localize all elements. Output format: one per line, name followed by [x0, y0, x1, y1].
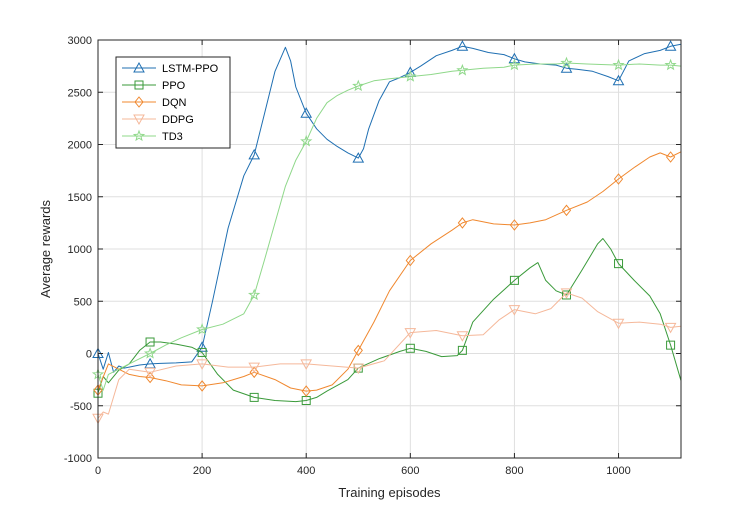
- data-point-ddpg: [196, 359, 208, 370]
- legend-label: LSTM-PPO: [162, 63, 219, 75]
- legend-item-dqn: DQN: [122, 96, 187, 109]
- legend-marker: [132, 129, 146, 142]
- legend-label: DDPG: [162, 114, 194, 126]
- data-point-ddpg: [144, 367, 156, 379]
- data-point-ddpg: [456, 331, 469, 342]
- data-point-td3: [352, 79, 365, 92]
- y-tick-label: 0: [86, 349, 92, 361]
- data-point-dqn: [509, 219, 520, 231]
- data-point-dqn: [457, 217, 468, 229]
- data-point-lstm-ppo: [664, 40, 677, 51]
- data-point-ppo: [249, 392, 259, 402]
- series-line-dqn: [97, 151, 682, 392]
- legend-marker: [134, 80, 144, 90]
- data-point-ppo: [457, 345, 467, 355]
- axis-ticks: 0 200 400 600 800 1000 -1000 -500 0 500 1000 1500 20…: [64, 35, 681, 477]
- data-point-td3: [196, 323, 209, 335]
- x-axis-title: Training episodes: [338, 485, 441, 500]
- data-point-dqn: [613, 173, 624, 185]
- series-line-td3: [97, 62, 682, 391]
- y-tick-label: 500: [74, 296, 92, 308]
- series-td3: [91, 56, 682, 391]
- data-point-ddpg: [300, 359, 313, 370]
- data-point-ppo: [197, 347, 207, 357]
- x-tick-label: 1000: [606, 465, 630, 477]
- data-point-ppo: [509, 275, 519, 285]
- series-ddpg: [92, 288, 682, 425]
- data-point-td3: [300, 134, 313, 147]
- legend-label: PPO: [162, 80, 186, 92]
- data-point-dqn: [665, 151, 676, 163]
- y-tick-label: 1500: [68, 192, 92, 204]
- data-point-dqn: [197, 380, 207, 392]
- data-point-dqn: [301, 385, 311, 397]
- legend-item-td3: TD3: [122, 129, 183, 143]
- y-tick-label: -500: [70, 401, 92, 413]
- data-point-td3: [143, 347, 157, 359]
- data-point-ddpg: [352, 363, 365, 375]
- data-point-td3: [612, 58, 625, 71]
- series-line-ppo: [97, 238, 682, 403]
- series-dqn: [93, 151, 682, 397]
- legend-marker: [133, 61, 145, 73]
- x-tick-label: 400: [297, 465, 315, 477]
- x-tick-label: 800: [505, 465, 523, 477]
- data-point-td3: [456, 63, 469, 76]
- legend-marker: [133, 114, 145, 126]
- y-tick-label: 2500: [68, 87, 92, 99]
- y-tick-label: 1000: [68, 244, 92, 256]
- y-tick-label: 2000: [68, 140, 92, 152]
- data-point-lstm-ppo: [612, 74, 625, 86]
- data-point-lstm-ppo: [456, 40, 469, 51]
- y-tick-label: 3000: [68, 35, 92, 47]
- data-point-td3: [404, 70, 417, 82]
- data-point-ppo: [666, 340, 676, 350]
- data-point-lstm-ppo: [196, 341, 208, 352]
- x-tick-label: 200: [193, 465, 211, 477]
- data-point-ppo: [405, 343, 415, 353]
- data-point-dqn: [249, 366, 259, 379]
- data-point-ppo: [614, 259, 624, 269]
- data-point-ddpg: [404, 328, 417, 339]
- data-point-ddpg: [560, 288, 573, 299]
- data-point-ppo: [145, 337, 155, 347]
- data-point-lstm-ppo: [508, 52, 521, 64]
- data-point-td3: [248, 288, 261, 301]
- data-point-ddpg: [664, 322, 677, 334]
- data-point-dqn: [353, 344, 363, 357]
- data-point-td3: [508, 58, 521, 71]
- legend-label: DQN: [162, 97, 187, 109]
- legend: LSTM-PPO PPO DQN DDPG TD3: [115, 56, 231, 149]
- data-point-dqn: [561, 204, 572, 217]
- data-point-lstm-ppo: [300, 107, 313, 118]
- data-point-td3: [664, 58, 677, 71]
- y-axis-title: Average rewards: [38, 199, 53, 298]
- series-ppo: [93, 238, 682, 406]
- data-point-lstm-ppo: [560, 62, 573, 73]
- y-tick-label: -1000: [64, 453, 92, 465]
- data-point-dqn: [145, 371, 155, 384]
- data-point-ddpg: [248, 362, 261, 374]
- legend-item-ddpg: DDPG: [122, 114, 194, 126]
- x-tick-label: 600: [401, 465, 419, 477]
- series-line-ddpg: [97, 292, 682, 419]
- x-tick-label: 0: [95, 465, 101, 477]
- data-point-lstm-ppo: [352, 152, 365, 163]
- legend-label: TD3: [162, 131, 183, 143]
- data-point-dqn: [405, 254, 415, 267]
- data-point-ddpg: [508, 305, 521, 316]
- data-point-ppo: [561, 290, 571, 300]
- legend-item-ppo: PPO: [122, 80, 186, 92]
- legend-item-lstm-ppo: LSTM-PPO: [122, 61, 219, 75]
- series-line-lstm-ppo: [97, 43, 682, 373]
- data-point-lstm-ppo: [248, 148, 261, 160]
- data-point-ddpg: [612, 318, 625, 330]
- legend-marker: [134, 96, 144, 108]
- data-point-td3: [560, 56, 573, 69]
